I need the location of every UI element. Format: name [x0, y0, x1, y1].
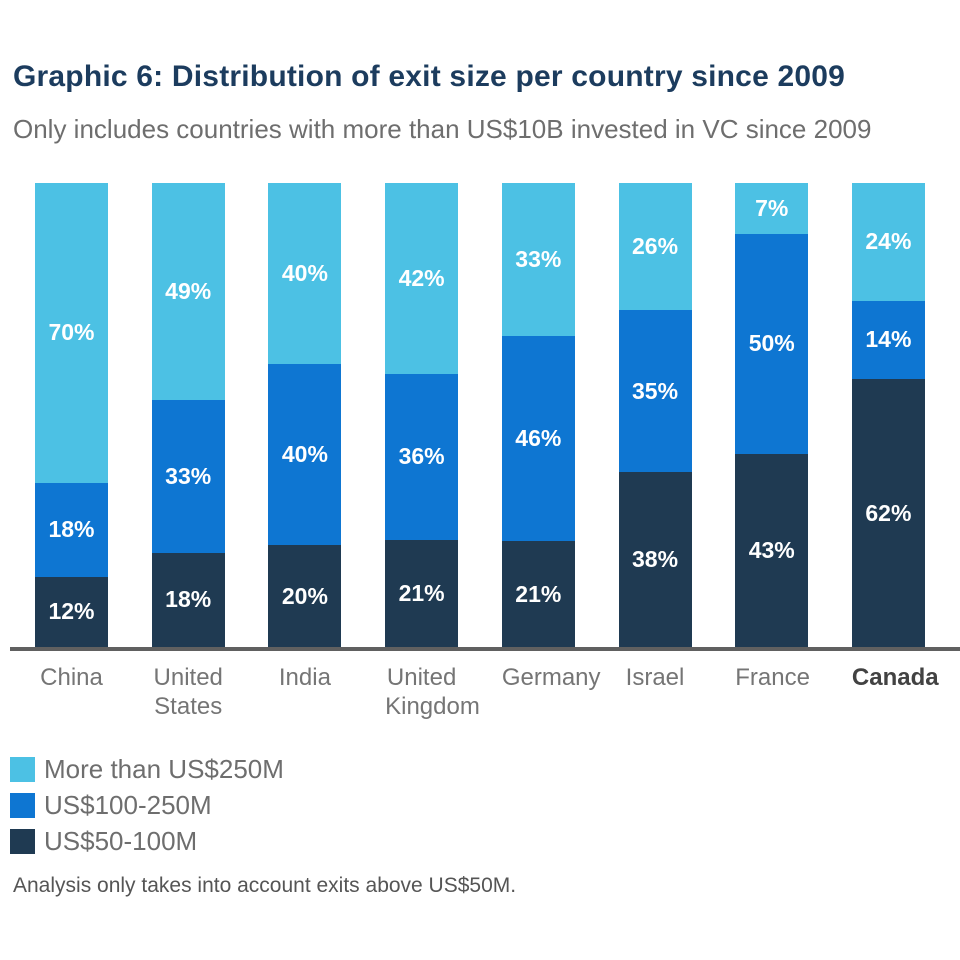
bar-segment: 38% [618, 472, 692, 647]
bar-column-united-kingdom: 42% 36% 21% United Kingdom [385, 183, 480, 722]
bar-segment: 35% [618, 309, 692, 473]
segment-value-label: 46% [515, 425, 562, 452]
bar-segment: 14% [851, 300, 925, 380]
chart-title: Graphic 6: Distribution of exit size per… [13, 60, 846, 93]
bar-stack: 24% 14% 62% [851, 183, 925, 647]
bar-segment: 42% [385, 183, 459, 374]
segment-value-label: 62% [865, 499, 912, 526]
segment-value-label: 24% [865, 228, 912, 255]
chart-legend: More than US$250M US$100-250M US$50-100M [10, 751, 284, 859]
bar-segment: 12% [35, 576, 108, 647]
bar-columns: 70% 18% 12% China 49% 33% 18% United States 40% 4… [35, 183, 939, 722]
legend-swatch-icon [10, 792, 35, 818]
segment-value-label: 38% [631, 546, 679, 573]
bar-segment: 36% [385, 373, 459, 541]
category-label-france: France [735, 664, 810, 691]
legend-item: More than US$250M [10, 751, 284, 787]
segment-value-label: 70% [48, 319, 95, 346]
chart-subtitle: Only includes countries with more than U… [13, 114, 872, 144]
bar-stack: 7% 50% 43% [735, 183, 809, 647]
bar-segment: 49% [151, 183, 225, 400]
bar-segment: 21% [385, 540, 459, 647]
bar-stack: 42% 36% 21% [385, 183, 459, 647]
category-label-china: China [40, 664, 103, 691]
bar-column-canada: 24% 14% 62% Canada [851, 183, 939, 722]
bar-stack: 49% 33% 18% [151, 183, 225, 647]
bar-segment: 18% [35, 482, 108, 577]
legend-swatch-icon [10, 756, 35, 782]
segment-value-label: 49% [165, 277, 212, 304]
segment-value-label: 18% [48, 516, 95, 543]
bar-segment: 46% [501, 336, 575, 542]
bar-segment: 50% [735, 233, 809, 455]
segment-value-label: 33% [165, 462, 212, 489]
bar-segment: 20% [268, 545, 342, 647]
segment-value-label: 42% [398, 264, 445, 291]
legend-item: US$100-250M [10, 787, 284, 823]
bar-segment: 43% [735, 454, 809, 647]
bar-column-germany: 33% 46% 21% Germany [501, 183, 601, 722]
bar-segment: 24% [851, 183, 925, 301]
segment-value-label: 14% [865, 326, 912, 353]
bar-column-france: 7% 50% 43% France [735, 183, 810, 722]
category-label-israel: Israel [625, 664, 685, 691]
segment-value-label: 40% [281, 441, 328, 467]
segment-value-label: 35% [631, 377, 679, 404]
chart-footnote: Analysis only takes into account exits a… [13, 874, 517, 897]
bar-stack: 40% 40% 20% [268, 183, 342, 647]
stacked-bar-chart: 70% 18% 12% China 49% 33% 18% United States 40% 4… [35, 183, 939, 722]
category-label-india: India [278, 664, 331, 691]
segment-value-label: 43% [748, 537, 795, 564]
bar-segment: 62% [851, 379, 925, 647]
bar-column-israel: 26% 35% 38% Israel [618, 183, 692, 722]
bar-stack: 70% 18% 12% [35, 183, 108, 647]
segment-value-label: 40% [281, 260, 328, 286]
legend-label: US$100-250M [44, 790, 212, 820]
bar-segment: 18% [151, 552, 225, 647]
x-axis-line [10, 647, 960, 651]
legend-swatch-icon [10, 828, 35, 854]
bar-column-united-states: 49% 33% 18% United States [151, 183, 225, 722]
category-label-united-kingdom: United Kingdom [385, 664, 480, 721]
segment-value-label: 36% [398, 443, 445, 470]
segment-value-label: 26% [631, 232, 679, 259]
bar-segment: 21% [501, 541, 575, 647]
segment-value-label: 7% [755, 194, 789, 221]
bar-stack: 26% 35% 38% [618, 183, 692, 647]
category-label-canada: Canada [851, 664, 939, 691]
legend-item: US$50-100M [10, 823, 284, 859]
bar-column-china: 70% 18% 12% China [35, 183, 108, 722]
bar-column-india: 40% 40% 20% India [268, 183, 342, 722]
bar-segment: 70% [35, 183, 108, 483]
bar-segment: 26% [618, 183, 692, 310]
segment-value-label: 12% [48, 598, 95, 625]
segment-value-label: 20% [281, 582, 328, 609]
category-label-united-states: United States [153, 664, 223, 721]
bar-segment: 40% [268, 364, 342, 545]
bar-stack: 33% 46% 21% [501, 183, 575, 647]
segment-value-label: 33% [515, 246, 562, 273]
bar-segment: 7% [735, 183, 809, 234]
category-label-germany: Germany [501, 664, 601, 691]
bar-segment: 40% [268, 183, 342, 364]
bar-segment: 33% [151, 399, 225, 553]
segment-value-label: 18% [165, 586, 212, 613]
segment-value-label: 50% [748, 330, 795, 357]
legend-label: US$50-100M [44, 826, 198, 856]
legend-label: More than US$250M [44, 754, 284, 784]
segment-value-label: 21% [515, 580, 562, 607]
segment-value-label: 21% [398, 580, 445, 607]
bar-segment: 33% [501, 183, 575, 337]
